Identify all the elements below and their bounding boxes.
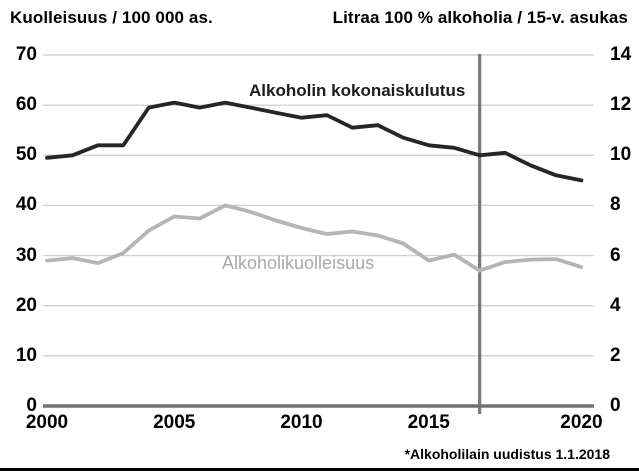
y-axis-right-tick-label: 6 — [610, 244, 621, 266]
y-axis-left-tick-label: 0 — [26, 395, 37, 416]
series-label-alcohol-mortality: Alkoholikuolleisuus — [222, 253, 375, 273]
y-axis-left-tick-label: 50 — [15, 144, 37, 166]
series-label-total-consumption: Alkoholin kokonaiskulutus — [249, 81, 466, 100]
y-axis-right-tick-label: 2 — [610, 344, 621, 366]
y-axis-left-tick-label: 40 — [15, 194, 37, 216]
y-axis-right-tick-label: 10 — [610, 144, 632, 166]
y-axis-left-tick-label: 60 — [15, 94, 37, 116]
bottom-divider-rule — [0, 468, 639, 471]
reform-annotation-note: *Alkoholilain uudistus 1.1.2018 — [404, 446, 610, 462]
y-axis-left-tick-label: 20 — [15, 294, 37, 316]
y-axis-right-tick-label: 4 — [610, 294, 621, 316]
right-axis-title: Litraa 100 % alkoholia / 15-v. asukas — [332, 8, 628, 27]
x-axis-tick-label: 2020 — [560, 412, 603, 433]
y-axis-right-tick-label: 8 — [610, 194, 621, 216]
x-axis-tick-label: 2015 — [407, 412, 450, 433]
left-axis-title: Kuolleisuus / 100 000 as. — [10, 8, 213, 27]
y-axis-left-tick-label: 70 — [15, 44, 37, 65]
x-axis-tick-label: 2000 — [25, 412, 69, 433]
series-line-total-consumption — [45, 100, 584, 183]
x-axis-tick-label: 2005 — [153, 412, 196, 433]
x-axis-tick-label: 2010 — [280, 412, 323, 433]
series-line-alcohol-mortality — [45, 203, 584, 273]
y-axis-right-tick-label: 14 — [610, 44, 632, 65]
y-axis-right-tick-label: 12 — [610, 94, 632, 116]
y-axis-left-tick-label: 30 — [15, 244, 37, 266]
y-axis-left-tick-label: 10 — [15, 344, 37, 366]
y-axis-right-tick-label: 0 — [610, 395, 621, 416]
